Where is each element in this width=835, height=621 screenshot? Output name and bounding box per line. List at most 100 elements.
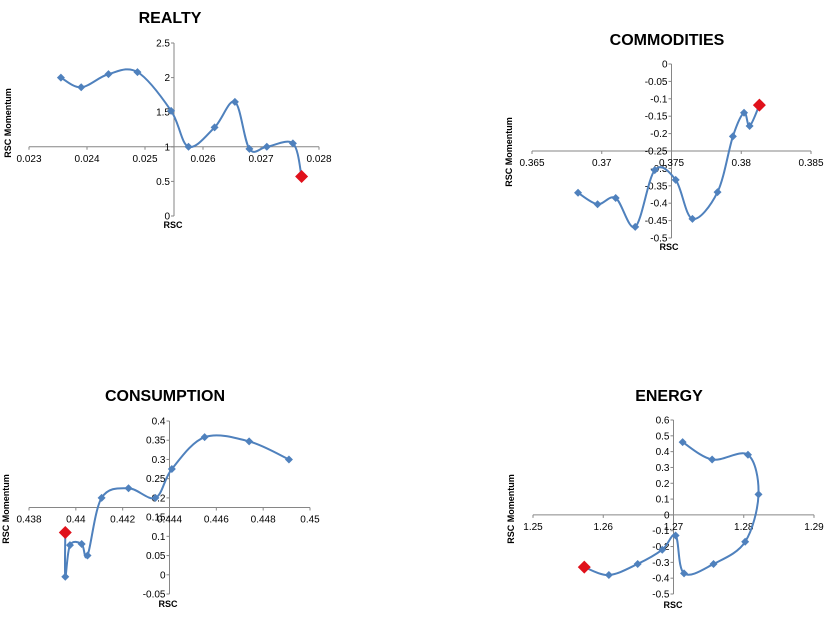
data-point-marker: [83, 551, 92, 560]
x-tick-label: 1.29: [804, 522, 824, 533]
x-tick-label: 0.028: [306, 154, 331, 165]
y-tick-label: -0.15: [645, 112, 668, 123]
x-tick-label: 0.37: [592, 158, 612, 169]
data-point-marker: [97, 493, 106, 502]
data-point-marker: [574, 188, 583, 197]
plot-area: -0.05 0 0.05 0.1 0.15 0.2 0.25 0.3 0.35 0.4 0.438 0…: [16, 417, 320, 601]
x-tick-label: 1.25: [523, 522, 543, 533]
y-tick-label: -0.5: [650, 234, 668, 245]
latest-point-marker: [58, 525, 72, 539]
y-tick-label: 0: [160, 570, 166, 581]
y-tick-label: -0.2: [650, 129, 668, 140]
y-tick-label: -0.45: [645, 216, 668, 227]
y-tick-label: -0.5: [652, 590, 670, 601]
x-tick-label: 1.28: [734, 522, 754, 533]
y-tick-label: -0.4: [650, 199, 668, 210]
data-point-marker: [680, 569, 689, 578]
data-point-marker: [284, 455, 293, 464]
data-point-marker: [230, 97, 239, 106]
y-tick-label: 2: [164, 73, 170, 84]
x-tick-label: 0.365: [519, 158, 544, 169]
latest-point-marker: [295, 170, 309, 184]
y-tick-label: -0.1: [652, 526, 670, 537]
data-point-marker: [678, 438, 687, 447]
data-point-marker: [133, 68, 142, 77]
data-point-marker: [210, 123, 219, 132]
y-tick-label: -0.3: [652, 558, 670, 569]
data-point-marker: [631, 222, 640, 231]
y-tick-label: -0.3: [650, 164, 668, 175]
y-tick-label: -0.25: [645, 147, 668, 158]
y-tick-label: -0.05: [645, 77, 668, 88]
data-point-marker: [709, 559, 718, 568]
plot-area: 0 0.5 1 1.5 2 2.5 0.023 0.024 0.025 0.026 0.027 0.0…: [16, 39, 331, 223]
chart-realty: REALTY RSC RSC Momentum 0 0.5 1 1.5 2 2.5 0.02…: [3, 10, 332, 230]
x-tick-label: 0.025: [132, 154, 157, 165]
x-tick-label: 0.023: [16, 154, 41, 165]
data-point-marker: [167, 465, 176, 474]
x-tick-label: 0.446: [204, 515, 229, 526]
chart-title: REALTY: [139, 10, 202, 27]
chart-consumption: CONSUMPTION RSC RSC Momentum -0.05 0 0.05 0…: [1, 388, 320, 609]
plot-area: 0 -0.05 -0.1 -0.15 -0.2 -0.25 -0.3 -0.35 -0.4 -0.…: [519, 60, 823, 245]
data-point-marker: [61, 572, 70, 581]
x-axis-label: RSC: [663, 600, 683, 610]
y-tick-label: 0: [164, 212, 170, 223]
y-tick-label: 2.5: [156, 39, 170, 50]
y-tick-label: 0.3: [656, 463, 670, 474]
latest-point-marker: [752, 98, 766, 112]
data-point-marker: [708, 455, 717, 464]
data-point-marker: [713, 188, 722, 197]
data-point-marker: [167, 106, 176, 115]
x-tick-label: 0.448: [251, 515, 276, 526]
x-tick-label: 0.442: [110, 515, 135, 526]
x-tick-label: 0.44: [66, 515, 86, 526]
data-point-marker: [754, 490, 763, 499]
data-point-marker: [688, 214, 697, 223]
chart-title: CONSUMPTION: [105, 388, 225, 405]
data-point-marker: [741, 537, 750, 546]
y-axis-label: RSC Momentum: [504, 117, 514, 187]
x-tick-label: 0.375: [659, 158, 684, 169]
chart-title: ENERGY: [635, 388, 703, 405]
x-tick-label: 1.26: [594, 522, 614, 533]
series-line: [583, 441, 760, 577]
data-point-marker: [745, 121, 754, 130]
y-tick-label: 0.35: [146, 436, 166, 447]
data-point-marker: [184, 142, 193, 151]
y-tick-label: 0.4: [152, 417, 166, 428]
x-tick-label: 0.38: [732, 158, 752, 169]
y-tick-label: -0.05: [143, 590, 166, 601]
data-point-marker: [65, 541, 74, 550]
data-point-marker: [650, 166, 659, 175]
data-point-marker: [743, 450, 752, 459]
data-point-marker: [671, 175, 680, 184]
x-axis-label: RSC: [158, 599, 178, 609]
y-tick-label: 0.5: [156, 177, 170, 188]
chart-title: COMMODITIES: [610, 32, 725, 49]
data-point-marker: [671, 531, 680, 540]
y-tick-label: 1.5: [156, 108, 170, 119]
data-point-marker: [262, 142, 271, 151]
y-tick-label: 0: [662, 60, 668, 71]
x-axis-label: RSC: [659, 242, 679, 252]
data-point-marker: [77, 540, 86, 549]
y-tick-label: -0.1: [650, 94, 668, 105]
data-point-marker: [151, 493, 160, 502]
series-line: [63, 434, 290, 578]
y-tick-label: 0: [664, 510, 670, 521]
y-axis-label: RSC Momentum: [3, 88, 13, 158]
y-tick-label: 0.4: [656, 447, 670, 458]
data-point-marker: [728, 132, 737, 141]
y-tick-label: 0.2: [152, 493, 166, 504]
x-tick-label: 0.026: [190, 154, 215, 165]
y-tick-label: 0.25: [146, 474, 166, 485]
x-tick-label: 1.27: [664, 522, 684, 533]
data-point-marker: [56, 73, 65, 82]
x-axis-label: RSC: [163, 220, 183, 230]
y-tick-label: -0.35: [645, 181, 668, 192]
data-point-marker: [593, 200, 602, 209]
y-tick-label: 0.15: [146, 513, 166, 524]
x-tick-label: 0.385: [798, 158, 823, 169]
